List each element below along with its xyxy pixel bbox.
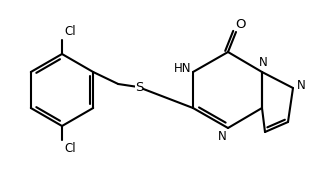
Text: N: N [259,55,267,69]
Text: HN: HN [174,62,192,75]
Text: N: N [218,129,226,143]
Text: O: O [236,17,246,30]
Text: N: N [297,78,305,91]
Text: Cl: Cl [64,24,76,37]
Text: Cl: Cl [64,143,76,156]
Text: S: S [135,80,143,93]
